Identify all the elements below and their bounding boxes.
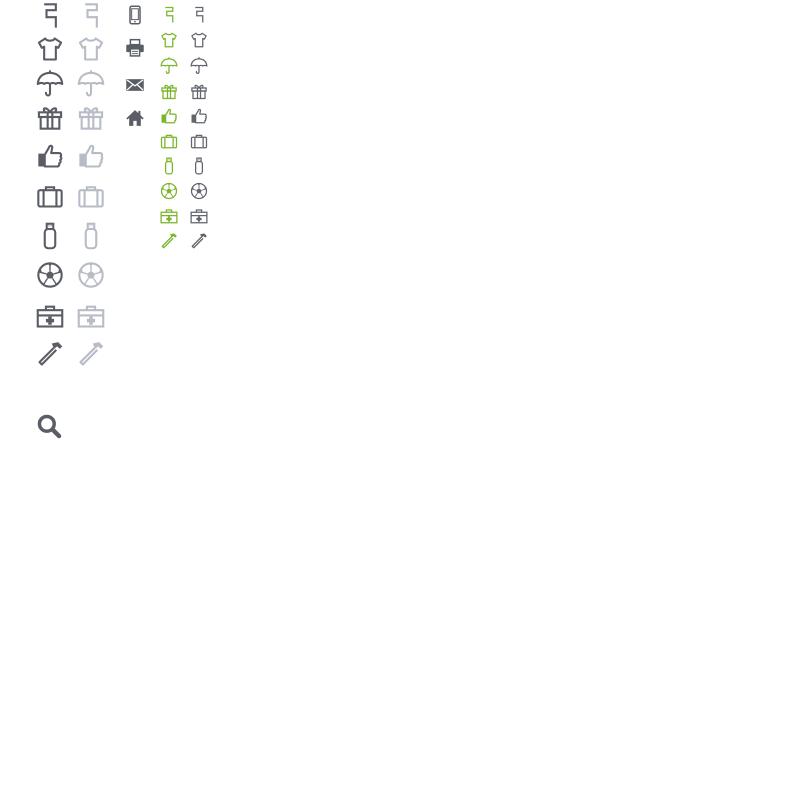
soccer-ball-icon [190,182,208,200]
soccer-ball-icon [160,182,178,200]
five-icon [160,6,178,24]
umbrella-icon [160,57,178,75]
five-icon [77,2,105,30]
umbrella-icon [77,70,105,98]
umbrella-icon [190,57,208,75]
briefcase-icon [190,132,208,150]
envelope-icon [125,75,145,95]
hammer-icon [77,340,105,368]
thumbs-up-icon [160,107,178,125]
thumbs-up-icon [190,107,208,125]
first-aid-kit-icon [190,207,208,225]
hammer-icon [160,232,178,250]
shirt-icon [77,35,105,63]
usb-drive-icon [36,222,64,250]
gift-icon [190,82,208,100]
five-icon [190,6,208,24]
usb-drive-icon [77,222,105,250]
gift-icon [160,82,178,100]
shirt-icon [36,35,64,63]
soccer-ball-icon [36,261,64,289]
shirt-icon [190,31,208,49]
house-icon [125,108,145,128]
printer-icon [125,38,145,58]
phone-icon [125,5,145,25]
shirt-icon [160,31,178,49]
magnifier-icon [36,413,62,439]
briefcase-icon [160,132,178,150]
gift-icon [36,103,64,131]
gift-icon [77,103,105,131]
usb-drive-icon [160,157,178,175]
umbrella-icon [36,70,64,98]
five-icon [36,2,64,30]
first-aid-kit-icon [36,302,64,330]
hammer-icon [190,232,208,250]
thumbs-up-icon [77,142,105,170]
thumbs-up-icon [36,142,64,170]
usb-drive-icon [190,157,208,175]
briefcase-icon [77,182,105,210]
first-aid-kit-icon [160,207,178,225]
first-aid-kit-icon [77,302,105,330]
soccer-ball-icon [77,261,105,289]
hammer-icon [36,340,64,368]
briefcase-icon [36,182,64,210]
